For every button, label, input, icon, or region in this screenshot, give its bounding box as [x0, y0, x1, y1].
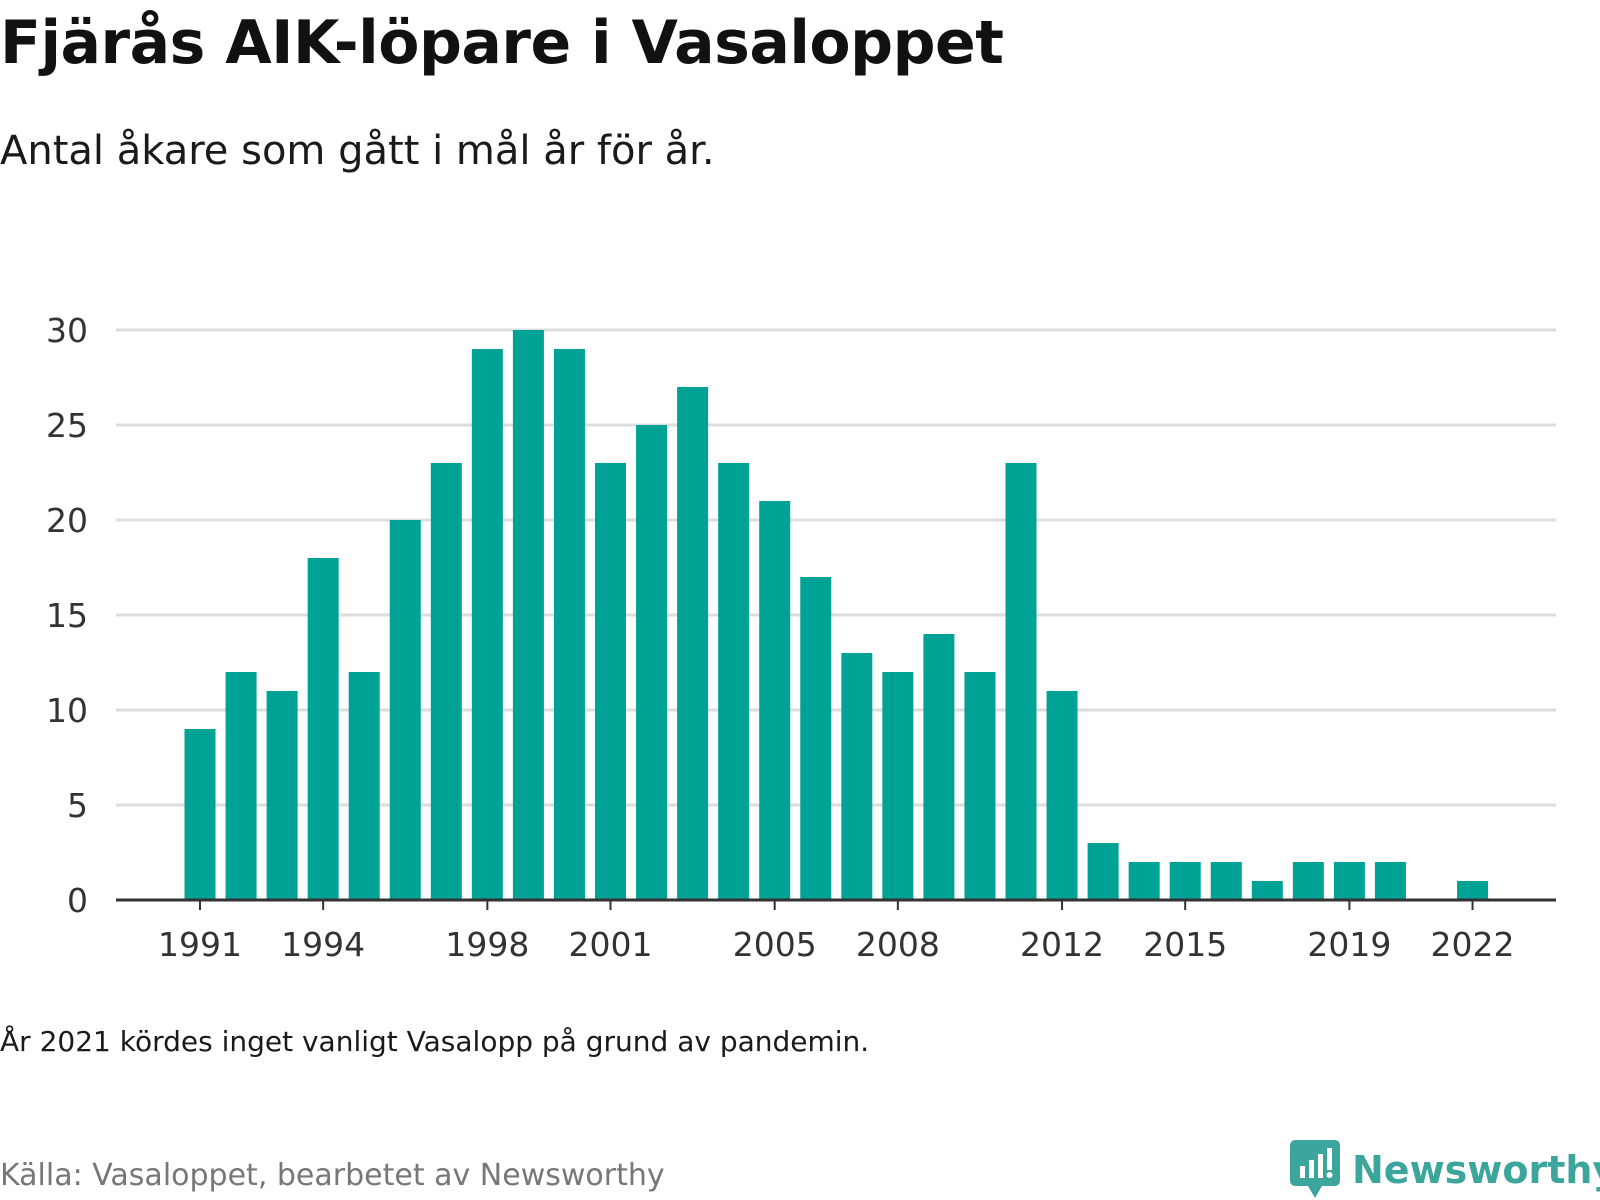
bar-2004 [718, 463, 750, 900]
source-credit: Källa: Vasaloppet, bearbetet av Newswort… [0, 1158, 665, 1193]
y-tick-label: 20 [46, 501, 88, 540]
x-tick-label: 1998 [445, 925, 529, 964]
y-tick-label: 25 [46, 406, 88, 445]
x-tick-label: 2022 [1431, 925, 1515, 964]
y-axis-tick-labels: 0 5 10 15 20 25 30 [46, 311, 88, 920]
bar-2010 [964, 672, 996, 900]
x-tick-label: 1994 [281, 925, 365, 964]
x-tick-label: 2015 [1143, 925, 1227, 964]
x-tick-label: 1991 [158, 925, 242, 964]
brand-name: Newsworthy [1352, 1148, 1600, 1192]
bar-chart: 0 5 10 15 20 25 30 1991 1994 1998 2001 2005 2008 201… [46, 311, 1556, 964]
x-tick-label: 2005 [733, 925, 817, 964]
bar-2002 [636, 425, 668, 900]
x-tick-label: 2019 [1307, 925, 1391, 964]
bar-2015 [1169, 862, 1201, 900]
bar-1994 [307, 558, 339, 900]
x-tick-label: 2008 [856, 925, 940, 964]
bar-2011 [1005, 463, 1037, 900]
bar-1997 [430, 463, 462, 900]
bar-2008 [882, 672, 914, 900]
bar-2016 [1210, 862, 1242, 900]
bar-2018 [1292, 862, 1324, 900]
bar-2017 [1251, 881, 1283, 900]
bar-2019 [1333, 862, 1365, 900]
bar-1998 [471, 349, 503, 900]
bar-1991 [184, 729, 216, 900]
bar-2000 [553, 349, 585, 900]
bar-2013 [1087, 843, 1119, 900]
bar-2005 [759, 501, 791, 900]
bar-1993 [266, 691, 298, 900]
bar-2006 [800, 577, 832, 900]
y-tick-label: 30 [46, 311, 88, 350]
bar-2003 [677, 387, 709, 900]
x-tick-label: 2001 [569, 925, 653, 964]
y-tick-label: 15 [46, 596, 88, 635]
bar-2014 [1128, 862, 1160, 900]
bar-1999 [512, 330, 544, 900]
y-tick-label: 10 [46, 691, 88, 730]
chart-note: År 2021 kördes inget vanligt Vasalopp på… [0, 1025, 870, 1058]
chart-subtitle: Antal åkare som gått i mål år för år. [0, 128, 715, 174]
bar-2022 [1457, 881, 1489, 900]
bar-2020 [1374, 862, 1406, 900]
x-axis [116, 898, 1556, 910]
bar-1995 [348, 672, 380, 900]
x-axis-tick-labels: 1991 1994 1998 2001 2005 2008 2012 2015 2019 2022 [158, 925, 1515, 964]
newsworthy-brand[interactable]: Newsworthy [1290, 1140, 1600, 1200]
y-tick-label: 5 [67, 786, 88, 825]
bar-1992 [225, 672, 257, 900]
bars [184, 330, 1489, 900]
y-tick-label: 0 [67, 881, 88, 920]
x-tick-label: 2012 [1020, 925, 1104, 964]
bar-2007 [841, 653, 873, 900]
chart-title: Fjärås AIK-löpare i Vasaloppet [0, 8, 1004, 78]
bar-2012 [1046, 691, 1078, 900]
newsworthy-logo-icon [1290, 1140, 1340, 1198]
bar-2009 [923, 634, 955, 900]
bar-2001 [595, 463, 626, 900]
bar-1996 [389, 520, 421, 900]
